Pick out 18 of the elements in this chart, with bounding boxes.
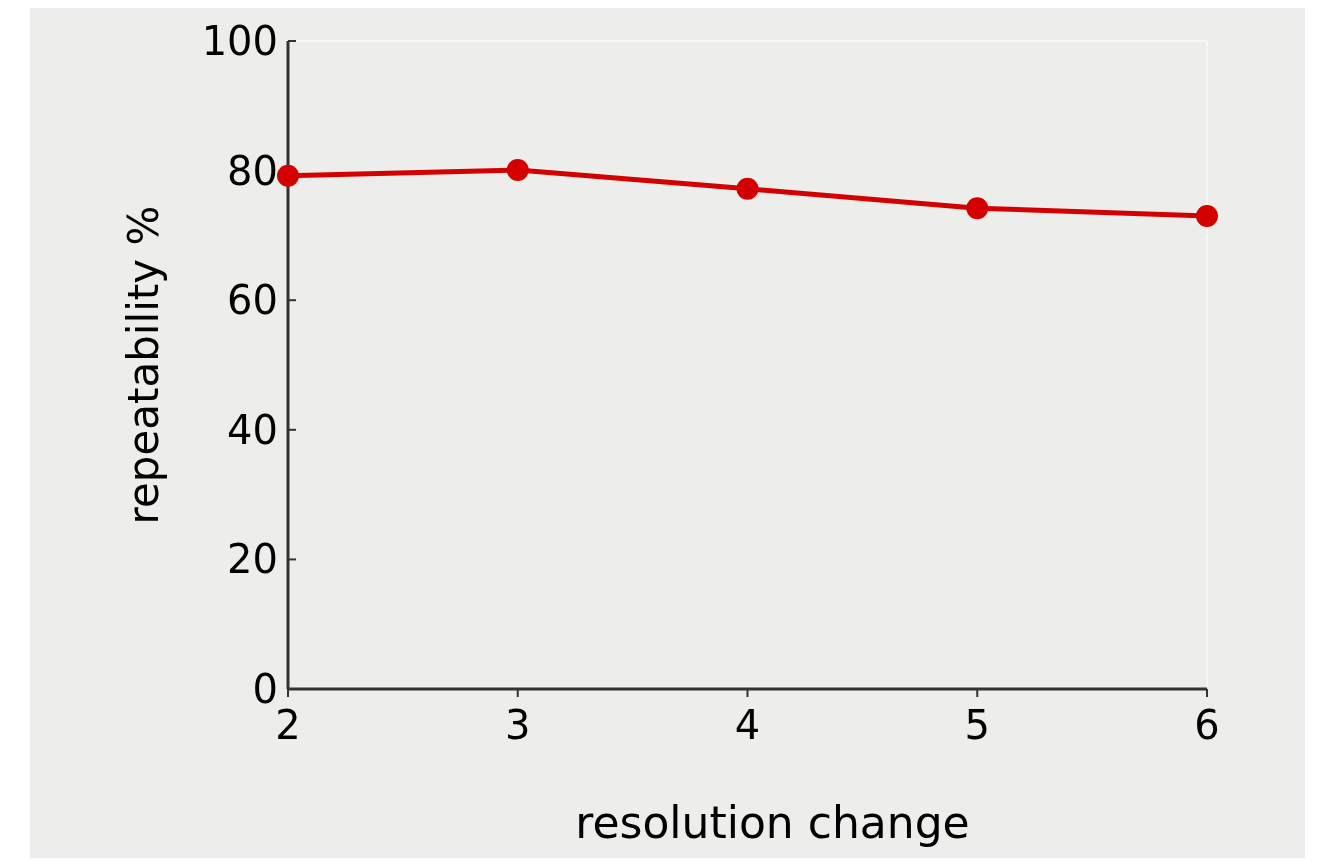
y-tick-label: 80 xyxy=(227,147,278,194)
x-tick-label: 2 xyxy=(275,702,301,748)
y-tick-label: 60 xyxy=(227,277,278,324)
point xyxy=(966,197,989,220)
point xyxy=(277,164,299,187)
x-axis-title: resolution change xyxy=(575,797,970,848)
x-tick-label: 3 xyxy=(505,702,531,748)
point xyxy=(506,158,529,181)
y-tick-label: 20 xyxy=(227,536,278,583)
x-tick-label: 6 xyxy=(1194,702,1220,748)
y-tick-label: 0 xyxy=(252,666,278,712)
y-tick-label: 40 xyxy=(227,406,278,453)
point xyxy=(736,177,759,200)
y-axis-title: repeatability % xyxy=(119,205,168,525)
y-tick-label: 100 xyxy=(201,18,278,64)
x-tick-label: 5 xyxy=(964,702,990,748)
point xyxy=(1196,204,1218,227)
x-tick-label: 4 xyxy=(734,702,761,748)
